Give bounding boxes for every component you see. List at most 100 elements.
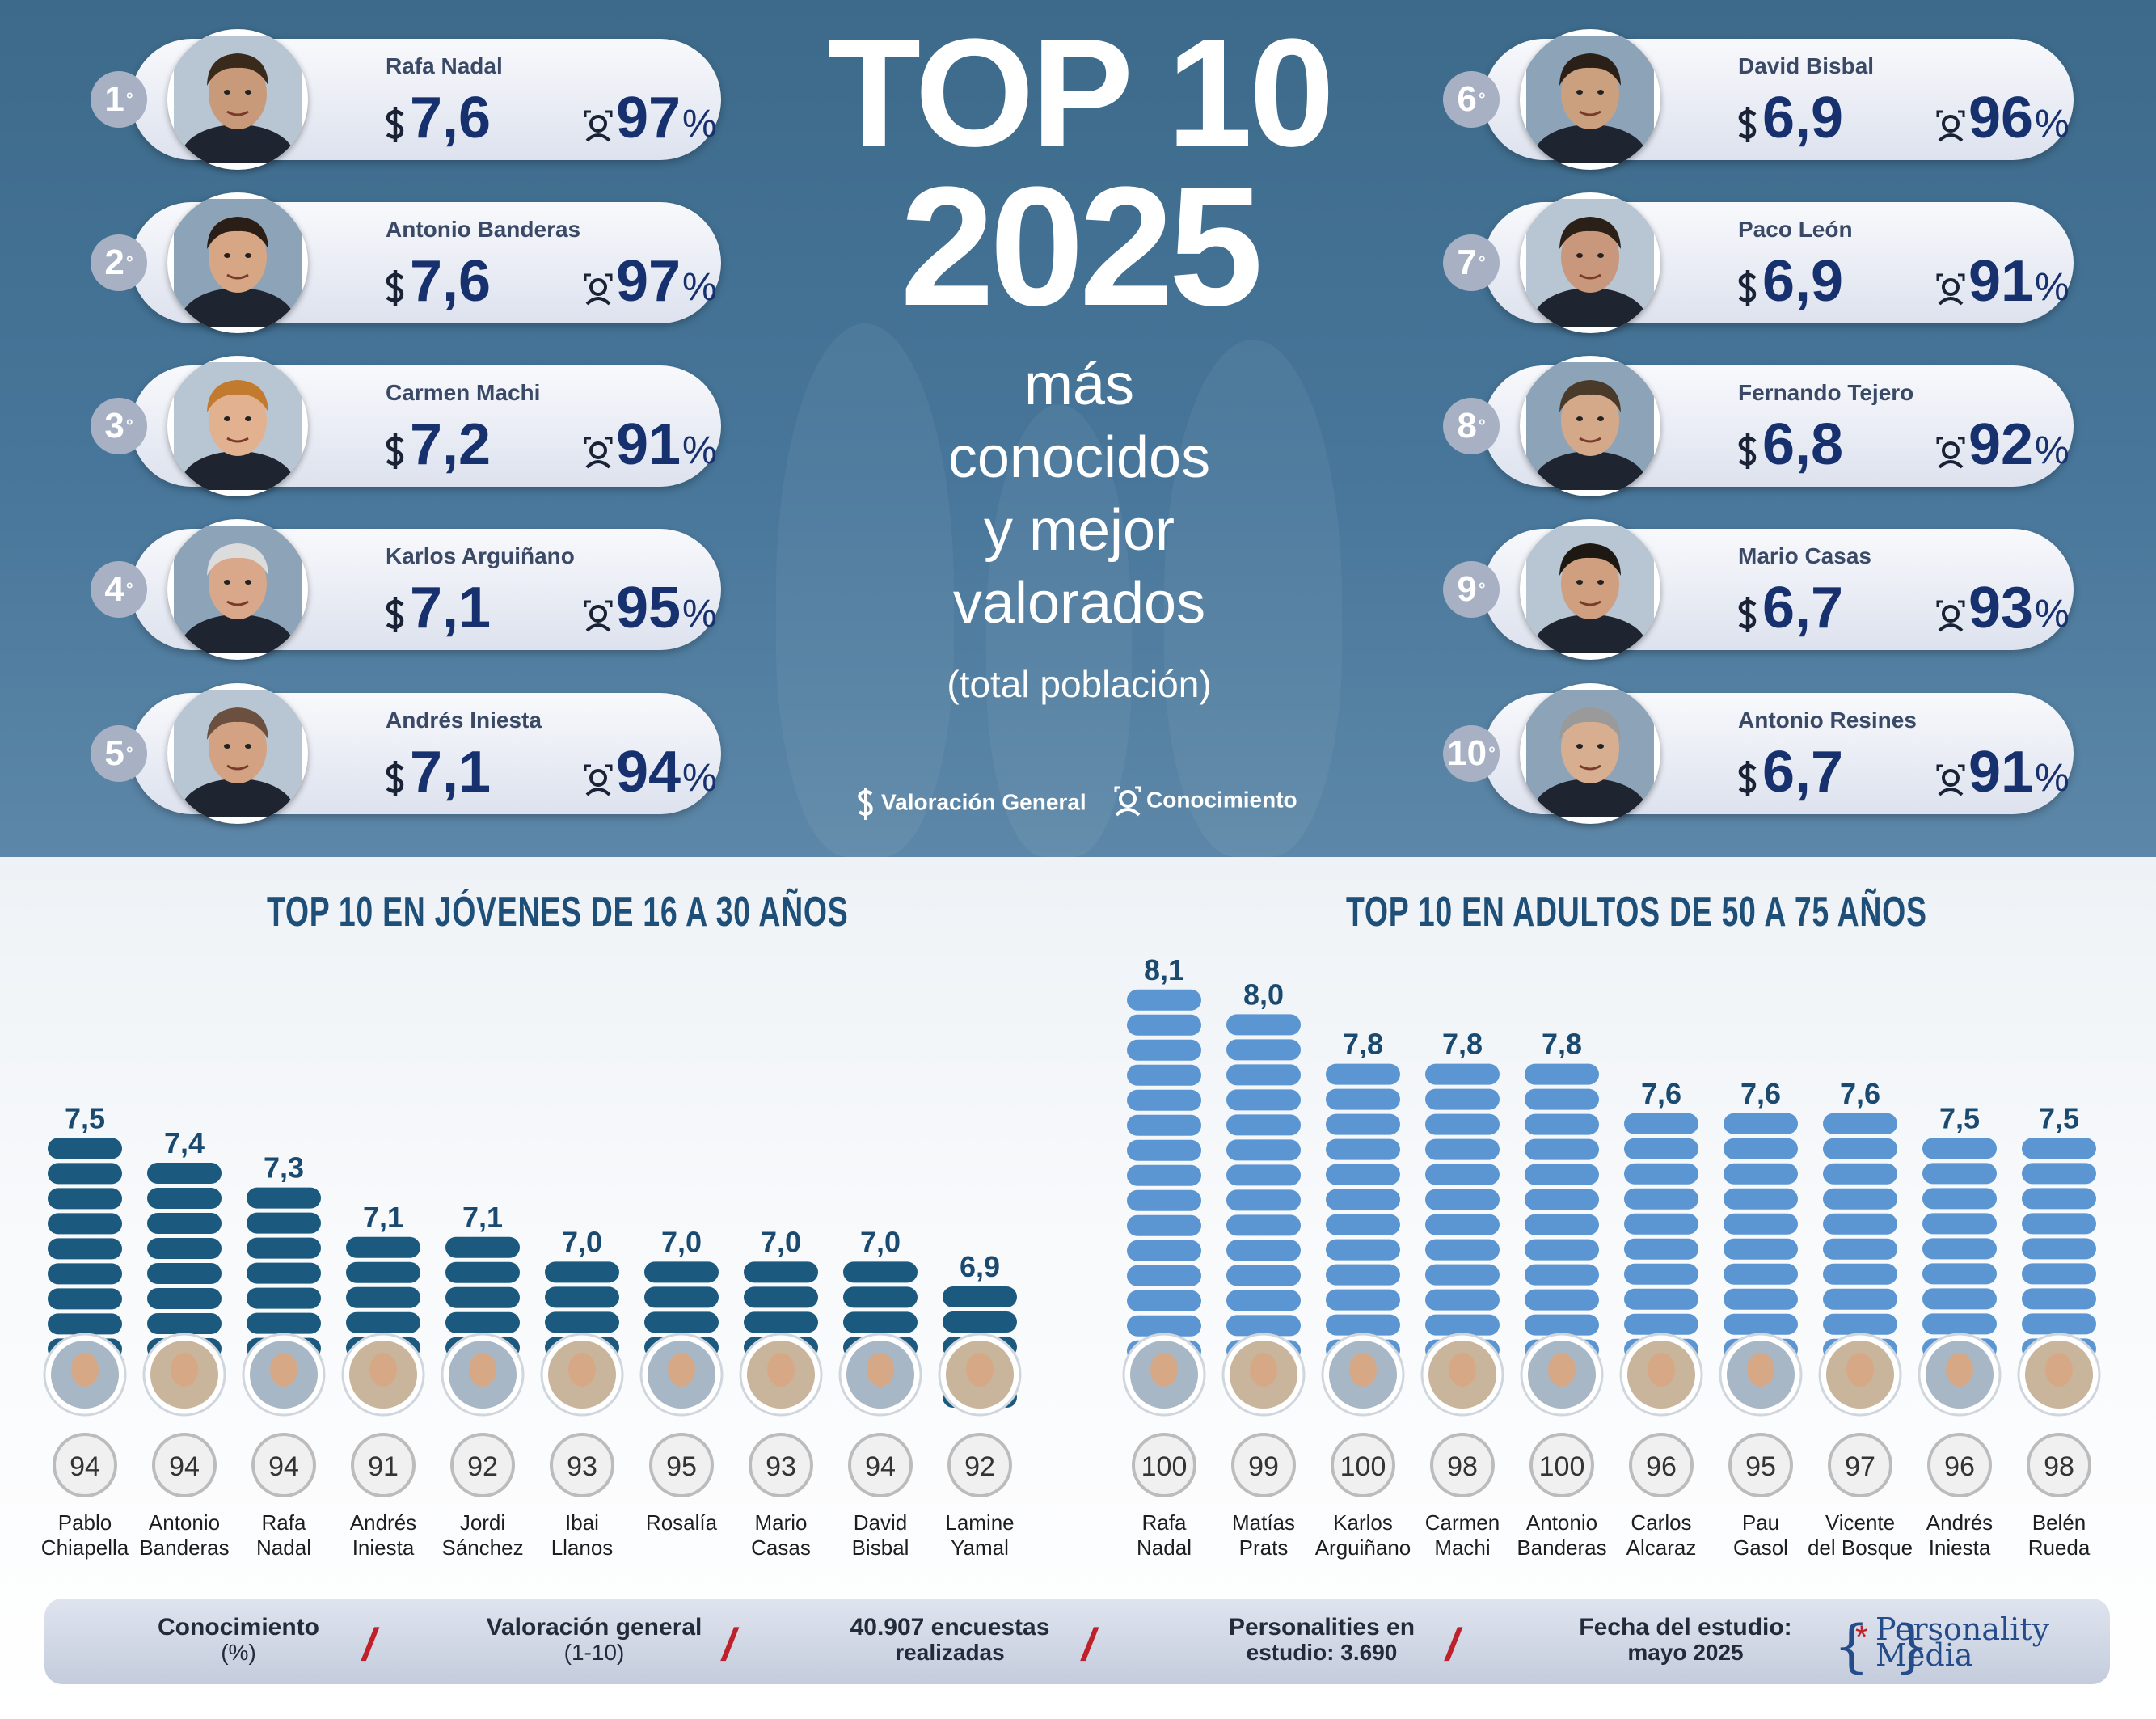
rank-badge: 6 ° [1443,71,1500,128]
score-value: 6,8 [1762,412,1844,477]
young-value-label: 7,0 [562,1225,602,1258]
score-value: 7,1 [410,740,492,805]
brand-logo: Personality Media [1875,1611,2050,1673]
young-value-label: 7,1 [462,1201,503,1234]
adult-photo-face [1747,1353,1774,1387]
footer-knowledge: Conocimiento (%) [158,1614,319,1665]
young-category-label: Jordi [460,1510,505,1535]
young-photo-face [71,1353,99,1387]
main-title: TOP 10 [827,7,1335,179]
adult-category-label: Rafa [1142,1510,1187,1535]
percent-sign: % [682,757,717,800]
ranking-card: 3 ° Carmen Machi 7,2 91% [91,356,721,496]
young-category-label: Sánchez [441,1535,523,1560]
knowledge-value: 91 [1968,740,2034,805]
score-icon [386,270,404,306]
young-category-label: Andrés [350,1510,416,1535]
rank-badge: 3 ° [91,398,147,454]
adult-knowledge-badge [2027,1433,2091,1497]
adult-category-label: Andrés [1926,1510,1993,1535]
score-icon [386,433,404,469]
score-icon [386,597,404,632]
adult-category-label: Vicente [1825,1510,1895,1535]
adult-value-label: 7,8 [1542,1028,1582,1061]
adult-photo-face [1449,1353,1476,1387]
adult-category-label: Alcaraz [1626,1535,1697,1560]
percent-sign: % [2035,266,2070,309]
person-name: Mario Casas [1738,543,1871,568]
score-value: 6,7 [1762,740,1844,805]
ranking-card: 8 ° Fernando Tejero 6,8 92% [1443,356,2074,496]
subtitle-line: más [1023,353,1135,417]
ranking-card: 2 ° Antonio Banderas 7,6 97% [91,192,721,333]
young-knowledge-badge [450,1433,515,1497]
ranking-card: 7 ° Paco León 6,9 91% [1443,192,2074,333]
knowledge-icon [584,273,613,306]
person-photo [1520,356,1660,496]
adult-knowledge-value: 96 [1646,1451,1677,1482]
young-knowledge-value: 93 [567,1451,597,1482]
young-category-label: Banderas [139,1535,229,1560]
adult-category-label: Gasol [1733,1535,1788,1560]
percent-sign: % [682,593,717,636]
adult-category-label: Prats [1239,1535,1289,1560]
person-photo [167,192,308,333]
young-category-label: Iniesta [352,1535,415,1560]
adult-category-label: Machi [1434,1535,1490,1560]
footer-surveys: 40.907 encuestas realizadas [850,1614,1050,1665]
young-knowledge-value: 94 [268,1451,299,1482]
knowledge-icon [584,600,613,632]
young-value-label: 7,3 [264,1151,304,1185]
young-photo-face [867,1353,894,1387]
young-category-label: Casas [751,1535,811,1560]
percent-sign: % [682,266,717,309]
adult-photo-face [2045,1353,2073,1387]
adult-photo-face [1250,1353,1277,1387]
knowledge-value: 95 [616,576,681,640]
young-knowledge-value: 94 [169,1451,200,1482]
adult-category-label: Belén [2032,1510,2086,1535]
rank-badge: 2 ° [91,234,147,291]
person-name: Paco León [1738,217,1853,242]
person-name: Antonio Banderas [386,217,581,242]
adult-knowledge-value: 98 [2044,1451,2074,1482]
score-icon [1738,107,1757,142]
adult-knowledge-badge [1331,1433,1395,1497]
young-photo-face [568,1353,596,1387]
score-icon [386,761,404,796]
knowledge-value: 97 [616,249,681,314]
subtitle-line: y mejor [983,498,1175,563]
adult-value-label: 8,1 [1144,953,1184,986]
adult-knowledge-badge [1430,1433,1495,1497]
footer-personalities: Personalities en estudio: 3.690 [1228,1614,1416,1665]
subtitle-population: (total población) [947,663,1212,705]
adult-knowledge-badge [1231,1433,1296,1497]
score-value: 7,6 [410,86,492,150]
young-category-label: Mario [754,1510,807,1535]
knowledge-value: 91 [616,412,681,477]
adult-category-label: Antonio [1526,1510,1597,1535]
adult-bar [1226,1014,1301,1387]
background-figure [776,323,954,857]
person-name: Andrés Iniesta [386,707,542,733]
score-value: 7,2 [410,412,492,477]
young-knowledge-badge [550,1433,614,1497]
young-photo-face [966,1353,994,1387]
background-figure [986,404,1132,857]
rank-badge: 1 ° [91,71,147,128]
young-knowledge-badge [848,1433,913,1497]
score-value: 6,9 [1762,249,1844,314]
young-knowledge-badge [749,1433,813,1497]
young-knowledge-value: 95 [666,1451,697,1482]
adult-category-label: Arguiñano [1315,1535,1411,1560]
young-knowledge-value: 94 [865,1451,896,1482]
rank-badge: 8 ° [1443,398,1500,454]
person-photo [167,29,308,170]
person-photo [1520,29,1660,170]
adult-photo-face [1150,1353,1178,1387]
adult-value-label: 7,6 [1740,1077,1781,1110]
young-photo-face [469,1353,496,1387]
score-value: 7,6 [410,249,492,314]
adult-knowledge-badge [1927,1433,1992,1497]
